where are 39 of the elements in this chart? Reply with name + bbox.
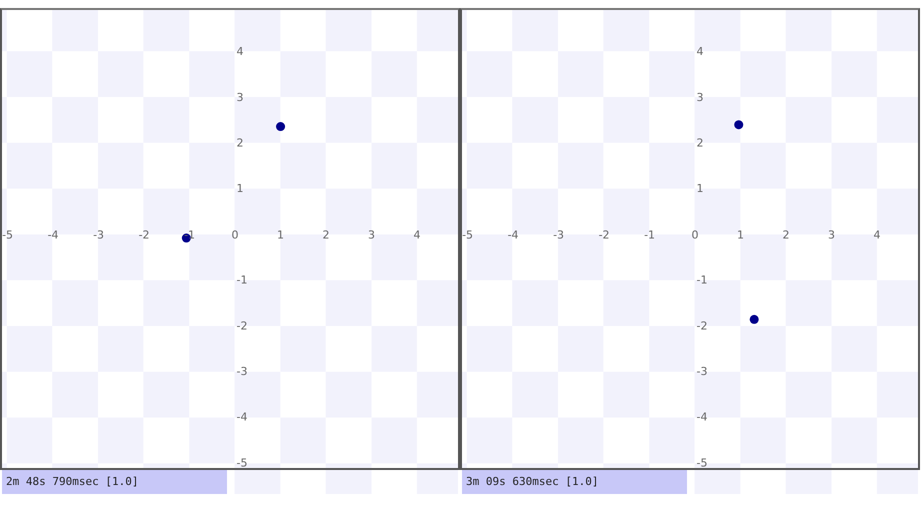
- x-tick-label: 1: [737, 228, 744, 242]
- text: 3m 09s 630msec [1.0]: [462, 470, 687, 494]
- y-tick-label: -5: [236, 456, 248, 470]
- y-tick-label: -4: [696, 410, 708, 424]
- x-tick-label: -2: [138, 228, 150, 242]
- x-tick-label: 1: [277, 228, 284, 242]
- y-tick-label: -1: [236, 274, 248, 287]
- x-tick-label: -2: [598, 228, 610, 242]
- y-tick-label: 1: [236, 182, 244, 196]
- y-tick-label: 2: [696, 136, 704, 150]
- x-tick-label: -3: [553, 228, 564, 242]
- y-tick-label: -3: [696, 365, 708, 378]
- y-tick-label: 3: [696, 90, 704, 104]
- x-tick-label: 2: [322, 228, 330, 242]
- y-tick-label: 4: [696, 45, 704, 58]
- x-tick-label: 3: [828, 228, 836, 242]
- y-tick-label: -2: [236, 319, 248, 332]
- y-tick-label: 3: [236, 90, 244, 104]
- y-tick-label: 1: [696, 182, 704, 196]
- y-tick-label: -4: [236, 410, 248, 424]
- y-tick-label: 4: [236, 45, 244, 58]
- x-tick-label: 0: [232, 228, 239, 242]
- x-tick-label: -5: [462, 228, 474, 242]
- x-tick-label: -1: [644, 228, 656, 242]
- x-tick-label: -4: [508, 228, 519, 242]
- y-tick-label: -2: [696, 319, 708, 332]
- x-tick-label: -4: [48, 228, 59, 242]
- x-tick-label: 3: [368, 228, 376, 242]
- x-tick-label: 2: [782, 228, 790, 242]
- x-tick-label: 4: [874, 228, 881, 242]
- y-tick-label: -3: [236, 365, 248, 378]
- x-tick-label: 0: [692, 228, 699, 242]
- x-tick-label: 4: [414, 228, 421, 242]
- y-tick-label: 2: [236, 136, 244, 150]
- x-tick-label: -3: [93, 228, 104, 242]
- x-tick-label: -5: [2, 228, 14, 242]
- y-tick-label: -5: [696, 456, 708, 470]
- text: 2m 48s 790msec [1.0]: [2, 470, 227, 494]
- y-tick-label: -1: [696, 274, 708, 287]
